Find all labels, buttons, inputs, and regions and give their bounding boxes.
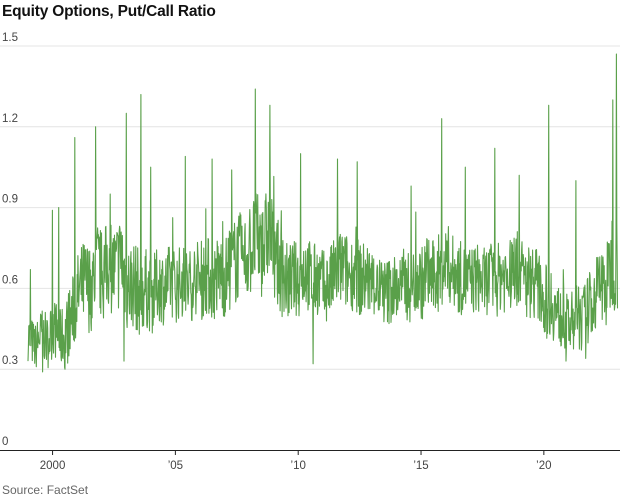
x-axis: 2000 ’05 ’10 ’15 ’20 — [0, 450, 620, 472]
x-tick-label: ’20 — [536, 460, 551, 472]
series-line-group — [27, 53, 619, 373]
y-tick-label: 0.3 — [2, 355, 18, 367]
y-tick-label: 0.9 — [2, 194, 18, 206]
x-tick-label: ’15 — [413, 460, 428, 472]
gridlines — [0, 45, 620, 370]
y-tick-label: 0.6 — [2, 274, 18, 286]
y-tick-label: 0 — [2, 436, 8, 448]
put-call-ratio-series-line — [27, 53, 619, 373]
y-tick-label: 1.2 — [2, 113, 18, 125]
x-tick-label: 2000 — [40, 460, 66, 472]
x-tick-label: ’05 — [168, 460, 183, 472]
source-note: Source: FactSet — [2, 483, 89, 497]
x-tick-label: ’10 — [291, 460, 306, 472]
y-tick-label: 1.5 — [2, 32, 18, 44]
y-axis-tick-labels: 0 0.3 0.6 0.9 1.2 1.5 — [2, 32, 18, 448]
chart-title: Equity Options, Put/Call Ratio — [2, 3, 216, 20]
